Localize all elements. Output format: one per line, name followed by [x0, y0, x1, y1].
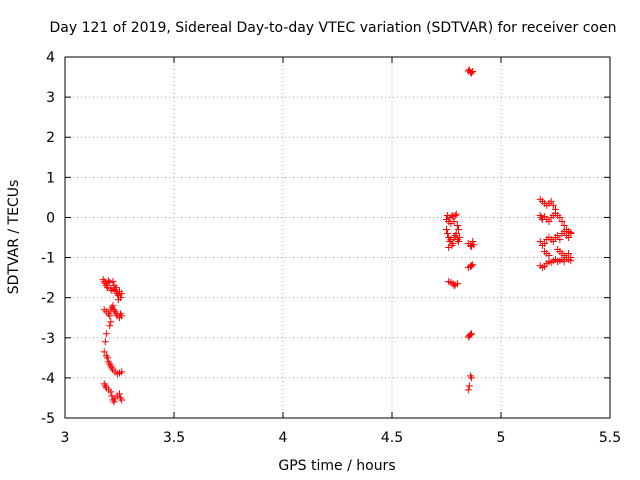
data-point [452, 210, 460, 218]
data-point [565, 234, 573, 241]
data-point [108, 286, 116, 294]
data-point [118, 396, 126, 404]
x-tick-label: 4.5 [381, 430, 403, 446]
data-point [106, 312, 114, 320]
data-point [468, 262, 476, 270]
data-point [545, 217, 553, 225]
y-tick-label: -1 [41, 251, 55, 267]
data-point [118, 290, 126, 298]
data-point [464, 386, 472, 394]
y-tick-label: 0 [46, 210, 55, 226]
data-point [112, 284, 120, 292]
data-point [116, 390, 123, 398]
data-point [549, 238, 557, 246]
data-point [453, 280, 461, 288]
x-tick-label: 5 [497, 430, 506, 446]
data-point [101, 338, 109, 346]
data-point [114, 296, 122, 304]
plot-frame [64, 56, 611, 419]
y-tick-label: -2 [41, 291, 55, 307]
data-point [110, 398, 118, 406]
data-point [549, 201, 557, 209]
x-tick-label: 3.5 [163, 430, 185, 446]
data-point [470, 241, 478, 249]
data-point [469, 261, 477, 269]
data-point [469, 67, 477, 75]
data-point [453, 221, 461, 229]
data-point [109, 278, 117, 286]
data-point [560, 258, 568, 266]
data-point [556, 236, 564, 244]
data-point [567, 257, 575, 265]
x-axis-label: GPS time / hours [278, 458, 395, 474]
data-point [109, 302, 117, 310]
data-point [469, 238, 477, 246]
data-point [117, 310, 125, 318]
data-point [536, 238, 544, 246]
data-point [118, 368, 126, 376]
data-point [452, 229, 460, 237]
y-tick-label: 3 [46, 90, 55, 106]
axis-ticks: 3 3.5 4 4.5 5 5.5 -5 -4 -3 -2 -1 0 1 2 3 4 [41, 50, 621, 446]
data-point [104, 354, 112, 362]
data-point [466, 242, 474, 250]
data-point [107, 388, 115, 396]
x-tick-label: 5.5 [599, 430, 621, 446]
data-point [100, 348, 108, 356]
data-point [449, 240, 457, 248]
data-point [451, 211, 459, 219]
data-point [565, 250, 573, 258]
data-point [102, 330, 110, 338]
y-axis-label: SDTVAR / TECUs [6, 180, 22, 295]
data-point [465, 382, 473, 390]
data-point [450, 217, 458, 225]
data-point [468, 330, 476, 338]
x-tick-label: 4 [279, 430, 288, 446]
data-point [107, 318, 115, 326]
data-point [454, 225, 462, 233]
data-point [567, 229, 575, 237]
data-point [106, 278, 114, 286]
data-point [558, 217, 566, 225]
data-point [445, 244, 453, 252]
data-point [454, 238, 462, 246]
y-tick-label: -3 [41, 331, 55, 347]
data-point [468, 69, 476, 77]
data-point [541, 240, 549, 248]
data-point [444, 229, 452, 237]
data-point [560, 227, 568, 235]
data-point [443, 225, 450, 233]
chart-title: Day 121 of 2019, Sidereal Day-to-day VTE… [50, 20, 617, 36]
y-tick-label: 4 [46, 50, 55, 66]
data-point [560, 221, 568, 229]
y-tick-label: -5 [41, 411, 55, 427]
data-point [556, 213, 564, 221]
data-point [545, 252, 553, 260]
data-points [99, 66, 575, 406]
y-tick-label: -4 [41, 371, 55, 387]
data-point [466, 331, 474, 339]
data-point [554, 231, 562, 239]
x-tick-label: 3 [61, 430, 70, 446]
data-point [107, 285, 115, 293]
data-point [468, 374, 476, 382]
y-tick-label: 2 [46, 130, 55, 146]
data-point [104, 284, 112, 292]
y-tick-label: 1 [46, 170, 55, 186]
data-point [105, 277, 113, 285]
grid [65, 57, 610, 418]
data-point [106, 322, 114, 330]
data-point [456, 234, 464, 241]
data-point [547, 197, 555, 205]
